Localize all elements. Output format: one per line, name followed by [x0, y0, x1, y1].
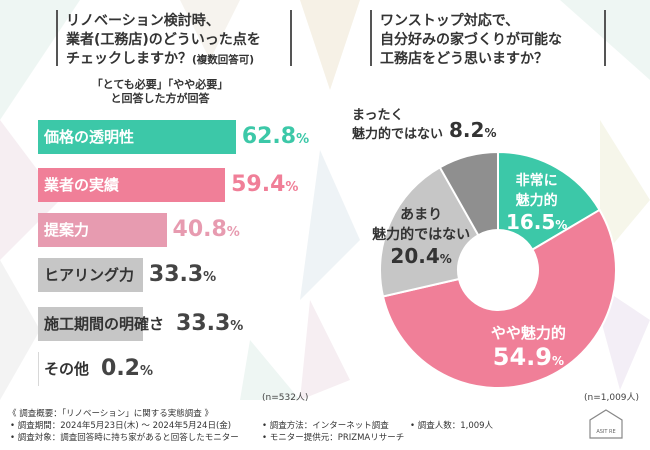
- left-question-suffix: (複数回答可): [192, 54, 255, 66]
- footer-method: • 調査方法：インターネット調査: [262, 421, 389, 431]
- right-question-bracket-right: [604, 10, 606, 66]
- left-question: リノベーション検討時、 業者(工務店)のどういった点を チェックしますか？(複数…: [66, 12, 281, 70]
- bar-category-label: その他: [44, 360, 90, 378]
- condition-line1: 「とても必要」「やや必要」: [91, 78, 229, 91]
- slice-value-label: 8.2%: [449, 118, 497, 142]
- slice-category-label: 非常に 魅力的: [515, 173, 558, 210]
- right-question-line1: ワンストップ対応で、: [380, 13, 520, 29]
- condition-note: 「とても必要」「やや必要」 と回答した方が回答: [70, 78, 250, 106]
- donut-slice-label: あまり 魅力的ではない 20.4%: [372, 204, 470, 268]
- footer-target: • 調査対象：調査回答時に持ち家があると回答したモニター: [10, 433, 239, 443]
- slice-value-label: 54.9%: [492, 342, 565, 371]
- donut-slice: [438, 150, 499, 237]
- bar-category-label: 価格の透明性: [44, 128, 135, 146]
- survey-footer: 《 調査概要：「リノベーション」に関する実態調査 》 • 調査期間：2024年5…: [0, 404, 650, 450]
- footer-count: • 調査人数：1,009人: [410, 421, 494, 431]
- left-n-label: (n=532人): [262, 393, 309, 403]
- bar: [38, 168, 226, 202]
- bar: [38, 120, 236, 154]
- bar: [38, 258, 143, 292]
- right-question-line3: 工務店をどう思いますか？: [380, 51, 548, 67]
- left-question-line3: チェックしますか？: [66, 51, 192, 67]
- slice-category-label: まったく 魅力的ではない: [352, 108, 444, 142]
- footer-provider: • モニター提供元：PRIZMAリサーチ: [262, 433, 405, 443]
- donut-slice-label: 非常に 魅力的 16.5%: [506, 170, 567, 234]
- right-n-label: (n=1,009人): [584, 393, 640, 403]
- bar-category-label: 施工期間の明確さ: [44, 315, 165, 333]
- right-question-bracket-left: [370, 10, 372, 66]
- bar-category-label: ヒアリング力: [44, 266, 135, 284]
- right-question: ワンストップ対応で、 自分好みの家づくりが可能な 工務店をどう思いますか？: [380, 12, 600, 69]
- bar: [38, 307, 143, 341]
- bar-value-label: 59.4%: [231, 172, 299, 197]
- bar-value-label: 62.8%: [241, 124, 310, 149]
- house-logo: ASIT RE: [589, 409, 623, 439]
- footer-period: • 調査期間：2024年5月23日(木) ～ 2024年5月24日(金): [10, 421, 232, 431]
- left-question-bracket-right: [290, 10, 292, 66]
- donut-slice-label: まったく 魅力的ではない 8.2%: [352, 104, 496, 142]
- left-question-line1: リノベーション検討時、: [66, 13, 220, 29]
- bar-category-label: 提案力: [44, 221, 90, 239]
- bar-value-label: 0.2%: [101, 356, 154, 381]
- donut-slice: [379, 165, 480, 298]
- slice-category-label: やや魅力的: [490, 323, 566, 342]
- donut-slice-label: やや魅力的 54.9%: [491, 322, 566, 371]
- left-question-bracket-left: [56, 10, 58, 66]
- bar: [38, 352, 39, 386]
- right-question-line2: 自分好みの家づくりが可能な: [380, 32, 562, 48]
- donut-slice: [381, 208, 617, 389]
- bar: [38, 213, 167, 247]
- footer-title: 《 調査概要：「リノベーション」に関する実態調査 》: [8, 409, 213, 419]
- donut-chart: [379, 150, 617, 389]
- bar-category-label: 業者の実績: [44, 176, 120, 194]
- logo-text: ASIT RE: [596, 429, 615, 435]
- donut-slice: [497, 150, 601, 252]
- slice-value-label: 16.5%: [505, 210, 568, 235]
- slice-category-label: あまり 魅力的ではない: [372, 207, 471, 244]
- slice-value-label: 20.4%: [390, 244, 452, 269]
- bar-value-label: 33.3%: [148, 262, 217, 287]
- left-question-line2: 業者(工務店)のどういった点を: [66, 32, 261, 48]
- bar-value-label: 40.8%: [172, 217, 240, 242]
- condition-line2: と回答した方が回答: [110, 92, 210, 105]
- bar-value-label: 33.3%: [176, 311, 244, 336]
